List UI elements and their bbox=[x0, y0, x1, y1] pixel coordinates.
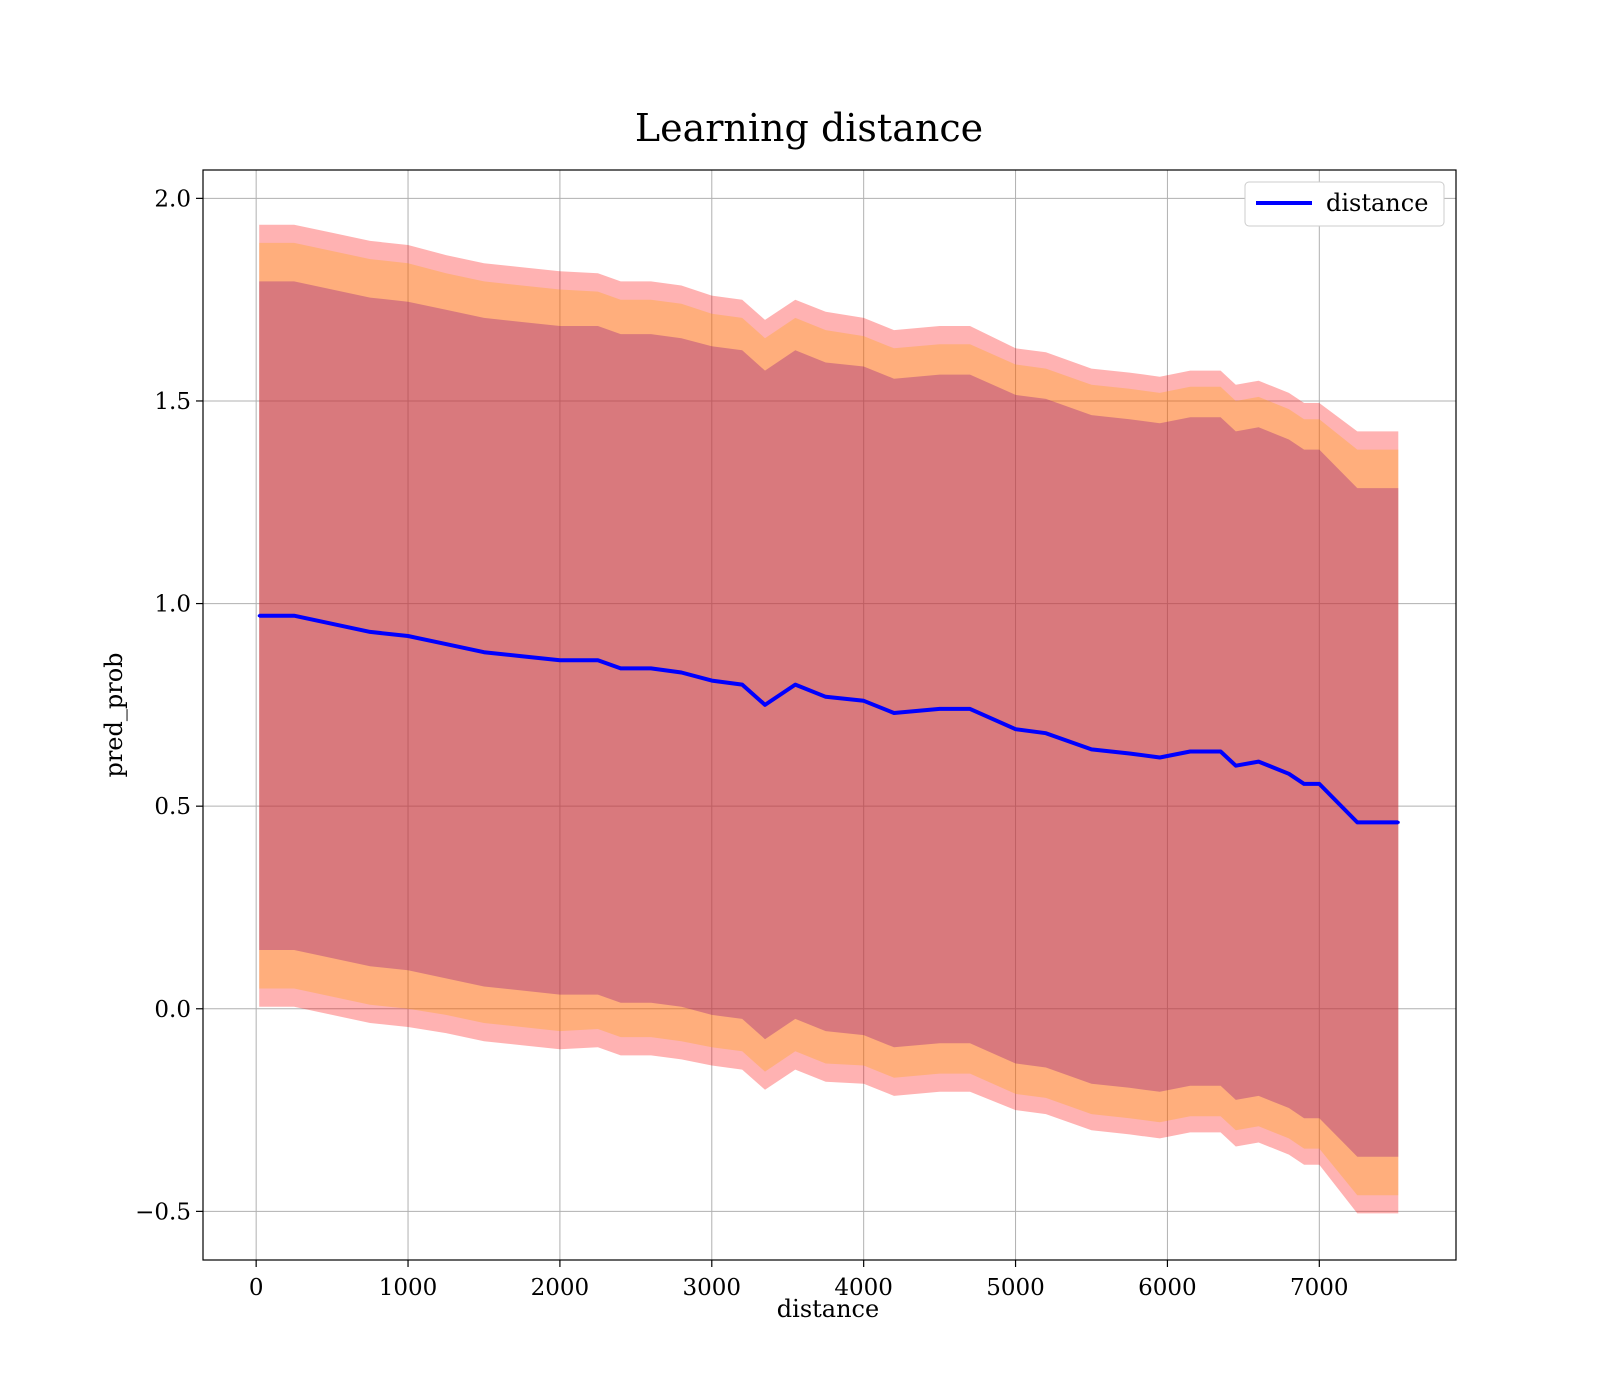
data-point bbox=[938, 707, 942, 711]
data-point bbox=[862, 699, 866, 703]
data-point bbox=[520, 654, 524, 658]
x-axis-ticks: 0 1000 2000 3000 4000 5000 6000 7000 bbox=[249, 1260, 1349, 1301]
data-point bbox=[1219, 749, 1223, 753]
series-lines bbox=[257, 613, 1400, 825]
data-point bbox=[968, 707, 972, 711]
x-tick-label: 1000 bbox=[379, 1275, 438, 1301]
y-tick-label: 1.0 bbox=[154, 592, 191, 618]
data-point bbox=[649, 666, 653, 670]
data-point bbox=[1287, 772, 1291, 776]
data-point bbox=[1355, 820, 1359, 824]
data-point bbox=[892, 711, 896, 715]
data-point bbox=[330, 622, 334, 626]
data-point bbox=[596, 658, 600, 662]
data-point bbox=[710, 679, 714, 683]
chart-title: Learning distance bbox=[635, 106, 983, 150]
legend-box bbox=[1244, 181, 1445, 227]
data-point bbox=[1044, 731, 1048, 735]
data-point bbox=[1014, 727, 1018, 731]
data-point bbox=[1396, 820, 1400, 824]
y-tick-label: −0.5 bbox=[135, 1199, 191, 1225]
std-bands bbox=[259, 224, 1399, 1214]
y-tick-label: 2.0 bbox=[154, 186, 191, 212]
data-point bbox=[1089, 747, 1093, 751]
band-1-std bbox=[259, 281, 1399, 1157]
y-tick-label: 1.5 bbox=[154, 389, 191, 415]
x-axis-label: distance bbox=[777, 1295, 879, 1323]
data-point bbox=[763, 703, 767, 707]
data-point bbox=[1317, 782, 1321, 786]
data-point bbox=[368, 630, 372, 634]
data-point bbox=[1158, 756, 1162, 760]
y-axis-label: pred_prob bbox=[100, 652, 128, 777]
data-point bbox=[679, 670, 683, 674]
data-point bbox=[292, 614, 296, 618]
plot-frame bbox=[202, 169, 1457, 1261]
y-tick-label: 0.0 bbox=[154, 997, 191, 1023]
data-point bbox=[444, 642, 448, 646]
y-axis-ticks: −0.5 0.0 0.5 1.0 1.5 2.0 bbox=[135, 186, 203, 1225]
data-point bbox=[793, 683, 797, 687]
y-tick-label: 0.5 bbox=[154, 794, 191, 820]
data-point bbox=[1257, 760, 1261, 764]
data-point bbox=[257, 614, 261, 618]
data-point bbox=[558, 658, 562, 662]
data-point bbox=[1234, 764, 1238, 768]
band-3-std bbox=[259, 224, 1399, 1214]
data-point bbox=[619, 666, 623, 670]
legend-label-distance: distance bbox=[1326, 189, 1428, 217]
legend: distance bbox=[1244, 181, 1445, 227]
data-point bbox=[1127, 751, 1131, 755]
data-point bbox=[1302, 782, 1306, 786]
x-tick-label: 5000 bbox=[986, 1275, 1045, 1301]
data-point bbox=[482, 650, 486, 654]
series-line-distance bbox=[259, 613, 1399, 825]
x-tick-label: 3000 bbox=[683, 1275, 742, 1301]
data-point bbox=[406, 634, 410, 638]
x-tick-label: 7000 bbox=[1290, 1275, 1349, 1301]
x-tick-label: 4000 bbox=[834, 1275, 893, 1301]
x-tick-label: 0 bbox=[249, 1275, 264, 1301]
x-tick-label: 2000 bbox=[531, 1275, 590, 1301]
data-point bbox=[1188, 749, 1192, 753]
x-tick-label: 6000 bbox=[1138, 1275, 1197, 1301]
data-point bbox=[824, 695, 828, 699]
band-2-std bbox=[259, 242, 1399, 1196]
data-point bbox=[740, 683, 744, 687]
